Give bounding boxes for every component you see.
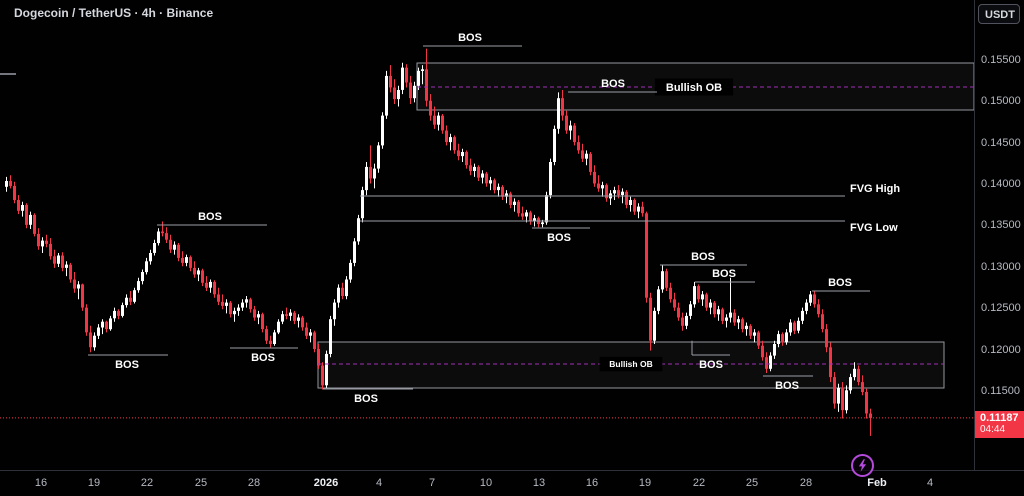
- bos-markers: BOS BOS BOS BOS BOS BOS BOS BOS BOS BOS BOS BOS: [88, 32, 870, 405]
- bos-label: BOS: [251, 352, 275, 364]
- time-tick: 4: [375, 477, 383, 489]
- time-tick: 13: [532, 477, 546, 489]
- price-tick: 0.15000: [981, 95, 1021, 107]
- time-tick: 25: [745, 477, 759, 489]
- time-tick: 22: [692, 477, 706, 489]
- time-tick: 4: [926, 477, 934, 489]
- price-tick: 0.13500: [981, 219, 1021, 231]
- time-tick: 10: [479, 477, 493, 489]
- bos-label: BOS: [547, 232, 571, 244]
- lightning-icon: [851, 454, 874, 477]
- time-tick: 19: [87, 477, 101, 489]
- bos-label: BOS: [691, 251, 715, 263]
- price-tick: 0.14500: [981, 137, 1021, 149]
- current-price-value: 0.11187: [980, 412, 1019, 424]
- bar-countdown: 04:44: [980, 424, 1006, 435]
- order-block-labels: Bullish OB Bullish OB: [318, 78, 974, 372]
- time-tick: 2026: [313, 477, 339, 489]
- time-axis[interactable]: 16 19 22 25 28 2026 4 7 10 13 16 19 22 25 28 Feb 4: [0, 470, 1024, 496]
- time-tick: 19: [638, 477, 652, 489]
- bos-label: BOS: [115, 359, 139, 371]
- bos-label: BOS: [828, 277, 852, 289]
- bos-label: BOS: [198, 211, 222, 223]
- current-price-badge: 0.11187 04:44: [975, 411, 1024, 438]
- fvg-label: FVG Low: [850, 222, 898, 234]
- bos-label: BOS: [458, 32, 482, 44]
- bos-label: BOS: [699, 359, 723, 371]
- bos-label: BOS: [601, 78, 625, 90]
- price-tick: 0.12500: [981, 302, 1021, 314]
- time-tick: 25: [194, 477, 208, 489]
- price-tick: 0.14000: [981, 178, 1021, 190]
- price-tick: 0.15500: [981, 54, 1021, 66]
- time-tick: 16: [34, 477, 48, 489]
- time-tick: 22: [140, 477, 154, 489]
- bos-label: BOS: [712, 268, 736, 280]
- fvg-lines: FVG High FVG Low: [360, 183, 900, 234]
- fvg-label: FVG High: [850, 183, 900, 195]
- time-tick: 7: [428, 477, 436, 489]
- price-tick: 0.11500: [981, 385, 1020, 397]
- time-tick: 28: [799, 477, 813, 489]
- price-tick: 0.13000: [981, 261, 1021, 273]
- zone-label: Bullish OB: [666, 82, 722, 94]
- time-tick: 28: [247, 477, 261, 489]
- bos-label: BOS: [354, 393, 378, 405]
- price-tick: 0.12000: [981, 344, 1021, 356]
- price-axis[interactable]: 0.15500 0.15000 0.14500 0.14000 0.13500 0.130…: [974, 0, 1024, 470]
- zone-label: Bullish OB: [609, 359, 652, 369]
- symbol-title: Dogecoin / TetherUS · 4h · Binance: [14, 6, 214, 20]
- currency-toggle-button[interactable]: USDT: [978, 4, 1020, 24]
- time-tick: 16: [585, 477, 599, 489]
- boost-button[interactable]: [850, 453, 875, 478]
- candles: [5, 48, 872, 436]
- time-tick: Feb: [867, 477, 887, 489]
- bos-label: BOS: [775, 380, 799, 392]
